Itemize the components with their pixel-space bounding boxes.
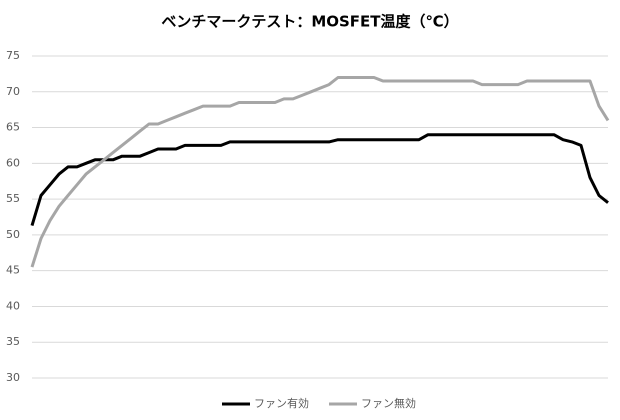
y-tick-label: 30 <box>6 371 20 384</box>
series-line <box>30 76 610 268</box>
y-tick-label: 35 <box>6 335 20 348</box>
y-tick-label: 50 <box>6 228 20 241</box>
series-line <box>30 133 609 227</box>
y-tick-label: 60 <box>6 156 20 169</box>
y-tick-label: 55 <box>6 192 20 205</box>
legend-label: ファン無効 <box>361 396 416 410</box>
y-tick-label: 45 <box>6 264 20 277</box>
y-tick-label: 75 <box>6 49 20 62</box>
legend-label: ファン有効 <box>254 396 309 410</box>
y-tick-label: 40 <box>6 299 20 312</box>
y-tick-label: 70 <box>6 85 20 98</box>
y-tick-label: 65 <box>6 121 20 134</box>
chart-title: ベンチマークテスト：MOSFET温度（℃） <box>161 13 458 31</box>
